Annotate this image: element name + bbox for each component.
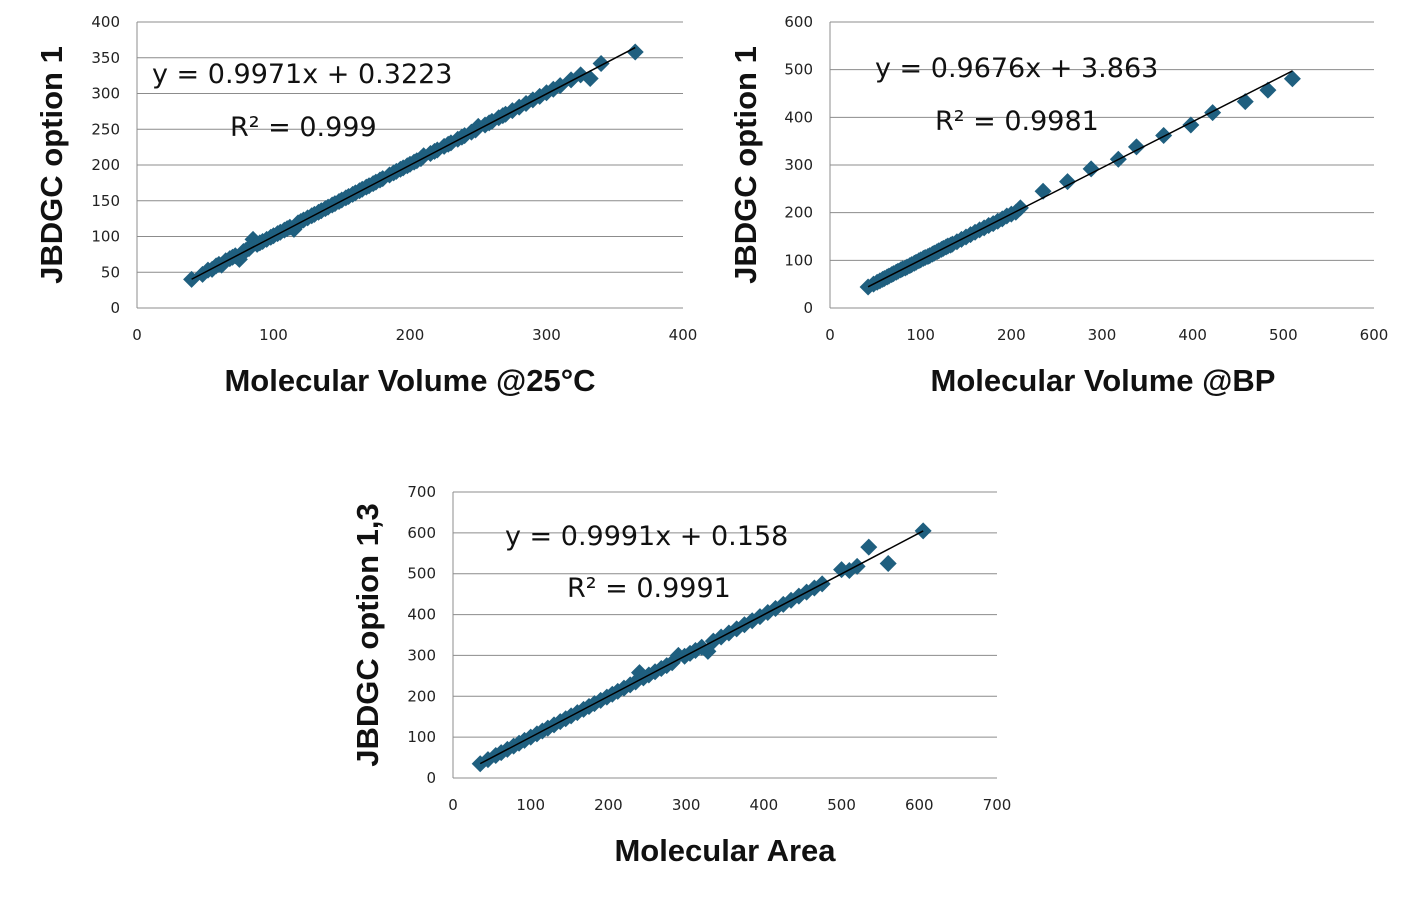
y-tick-label: 250	[91, 120, 120, 138]
y-tick-label: 300	[407, 646, 436, 664]
y-tick-label: 100	[407, 728, 436, 746]
y-tick-label: 500	[407, 565, 436, 583]
r-squared-label: R² = 0.999	[230, 112, 377, 143]
x-tick-label: 200	[396, 326, 425, 344]
y-tick-label: 200	[407, 687, 436, 705]
x-tick-label: 300	[532, 326, 561, 344]
y-tick-label: 300	[91, 85, 120, 103]
data-point	[1127, 138, 1145, 156]
chart-svg: 0 50 100 150 200 250 300 350 400 0 100 200 300 400 y =…	[34, 13, 698, 398]
trendline-equation: y = 0.9676x + 3.863	[875, 53, 1158, 84]
x-tick-label: 600	[1360, 326, 1389, 344]
x-axis-title: Molecular Volume @25°C	[224, 363, 595, 398]
y-tick-label: 300	[784, 156, 813, 174]
y-axis-title: JBDGC option 1	[728, 46, 763, 284]
x-tick-label: 0	[825, 326, 835, 344]
data-point	[626, 43, 644, 61]
y-tick-label: 600	[407, 524, 436, 542]
r-squared-label: R² = 0.9981	[935, 106, 1099, 137]
x-axis-title: Molecular Volume @BP	[931, 363, 1276, 398]
x-tick-label: 0	[448, 796, 458, 814]
y-axis-title: JBDGC option 1	[34, 46, 69, 284]
data-point	[914, 522, 932, 540]
y-tick-label: 200	[91, 156, 120, 174]
x-tick-label: 300	[672, 796, 701, 814]
x-tick-label: 400	[669, 326, 698, 344]
x-tick-label: 700	[983, 796, 1012, 814]
r-squared-label: R² = 0.9991	[567, 573, 731, 604]
x-tick-label: 600	[905, 796, 934, 814]
y-tick-label: 400	[784, 108, 813, 126]
scatter-chart-molecular-area: 0 100 200 300 400 500 600 700 0 100 200 300 400 500 60…	[330, 470, 1050, 902]
y-tick-label: 0	[426, 769, 436, 787]
chart-svg: 0 100 200 300 400 500 600 0 100 200 300 400 500 600 y …	[728, 13, 1389, 398]
y-tick-label: 200	[784, 204, 813, 222]
chart-svg: 0 100 200 300 400 500 600 700 0 100 200 300 400 500 60…	[350, 483, 1012, 868]
y-tick-label: 400	[91, 13, 120, 31]
y-tick-label: 50	[101, 263, 120, 281]
trendline-equation: y = 0.9971x + 0.3223	[152, 59, 452, 90]
x-tick-label: 300	[1088, 326, 1117, 344]
trendline	[867, 70, 1293, 288]
data-point	[1059, 173, 1077, 191]
y-axis-title: JBDGC option 1,3	[350, 503, 385, 767]
x-tick-label: 100	[906, 326, 935, 344]
data-point	[1283, 70, 1301, 88]
data-point	[1204, 104, 1222, 122]
y-tick-label: 500	[784, 61, 813, 79]
y-tick-label: 400	[407, 606, 436, 624]
y-tick-label: 100	[91, 228, 120, 246]
trendline	[191, 46, 636, 280]
y-tick-label: 0	[110, 299, 120, 317]
x-tick-label: 200	[997, 326, 1026, 344]
data-point	[1259, 81, 1277, 99]
x-tick-label: 400	[1178, 326, 1207, 344]
data-point	[1155, 126, 1173, 144]
y-tick-label: 600	[784, 13, 813, 31]
x-tick-label: 0	[132, 326, 142, 344]
x-tick-label: 100	[259, 326, 288, 344]
trendline-equation: y = 0.9991x + 0.158	[505, 521, 788, 552]
y-tick-label: 0	[803, 299, 813, 317]
x-tick-label: 400	[750, 796, 779, 814]
data-point	[581, 69, 599, 87]
y-tick-label: 100	[784, 251, 813, 269]
x-tick-label: 100	[516, 796, 545, 814]
data-point	[860, 538, 878, 556]
y-tick-label: 150	[91, 192, 120, 210]
y-tick-label: 350	[91, 49, 120, 67]
scatter-chart-volume-bp: 0 100 200 300 400 500 600 0 100 200 300 400 500 600 y …	[700, 0, 1414, 430]
x-axis-title: Molecular Area	[614, 833, 836, 868]
x-tick-label: 500	[827, 796, 856, 814]
data-point	[879, 555, 897, 572]
data-point	[1082, 160, 1100, 178]
scatter-chart-volume-25c: 0 50 100 150 200 250 300 350 400 0 100 200 300 400 y =…	[0, 0, 700, 430]
y-tick-label: 700	[407, 483, 436, 501]
x-tick-label: 500	[1269, 326, 1298, 344]
x-tick-label: 200	[594, 796, 623, 814]
data-point	[471, 755, 489, 773]
trendline	[479, 530, 924, 765]
